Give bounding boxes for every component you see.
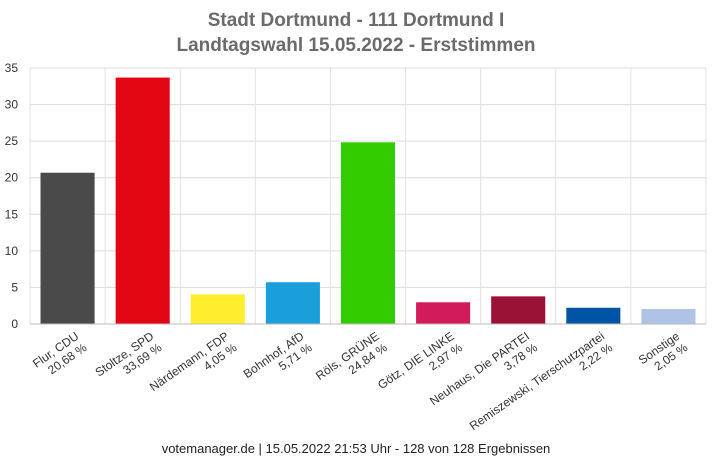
y-tick-label: 5 [11, 280, 18, 294]
footer-source: votemanager.de | 15.05.2022 21:53 Uhr - … [161, 441, 551, 456]
category-label-9: Sonstige2,05 % [636, 329, 691, 379]
y-tick-label: 15 [5, 207, 19, 221]
y-tick-label: 30 [5, 98, 19, 112]
bar-4 [265, 282, 320, 324]
y-tick-label: 0 [11, 317, 18, 331]
bar-9 [641, 309, 696, 324]
category-label-1: Flur, CDU20,68 % [30, 329, 89, 382]
category-label-4: Bohnhof, AfD5,71 % [241, 329, 315, 393]
category-label-8: Remiszewski, Tierschutzpartei2,22 % [467, 329, 616, 440]
bar-5 [340, 142, 396, 324]
y-tick-label: 25 [5, 134, 19, 148]
chart-title: Stadt Dortmund - 111 Dortmund I [207, 10, 505, 31]
chart-subtitle: Landtagswahl 15.05.2022 - Erststimmen [176, 35, 536, 56]
bar-1 [40, 172, 95, 324]
bar-2 [115, 77, 170, 324]
bar-3 [190, 294, 245, 324]
category-name: Remiszewski, Tierschutzpartei [467, 329, 607, 433]
y-tick-label: 10 [5, 244, 19, 258]
category-label-3: Närdemann, FDP4,05 % [147, 329, 240, 406]
bar-7 [491, 296, 546, 324]
bar-6 [416, 302, 471, 324]
y-tick-label: 35 [5, 61, 19, 75]
bar-8 [566, 307, 621, 324]
y-tick-label: 20 [5, 171, 19, 185]
